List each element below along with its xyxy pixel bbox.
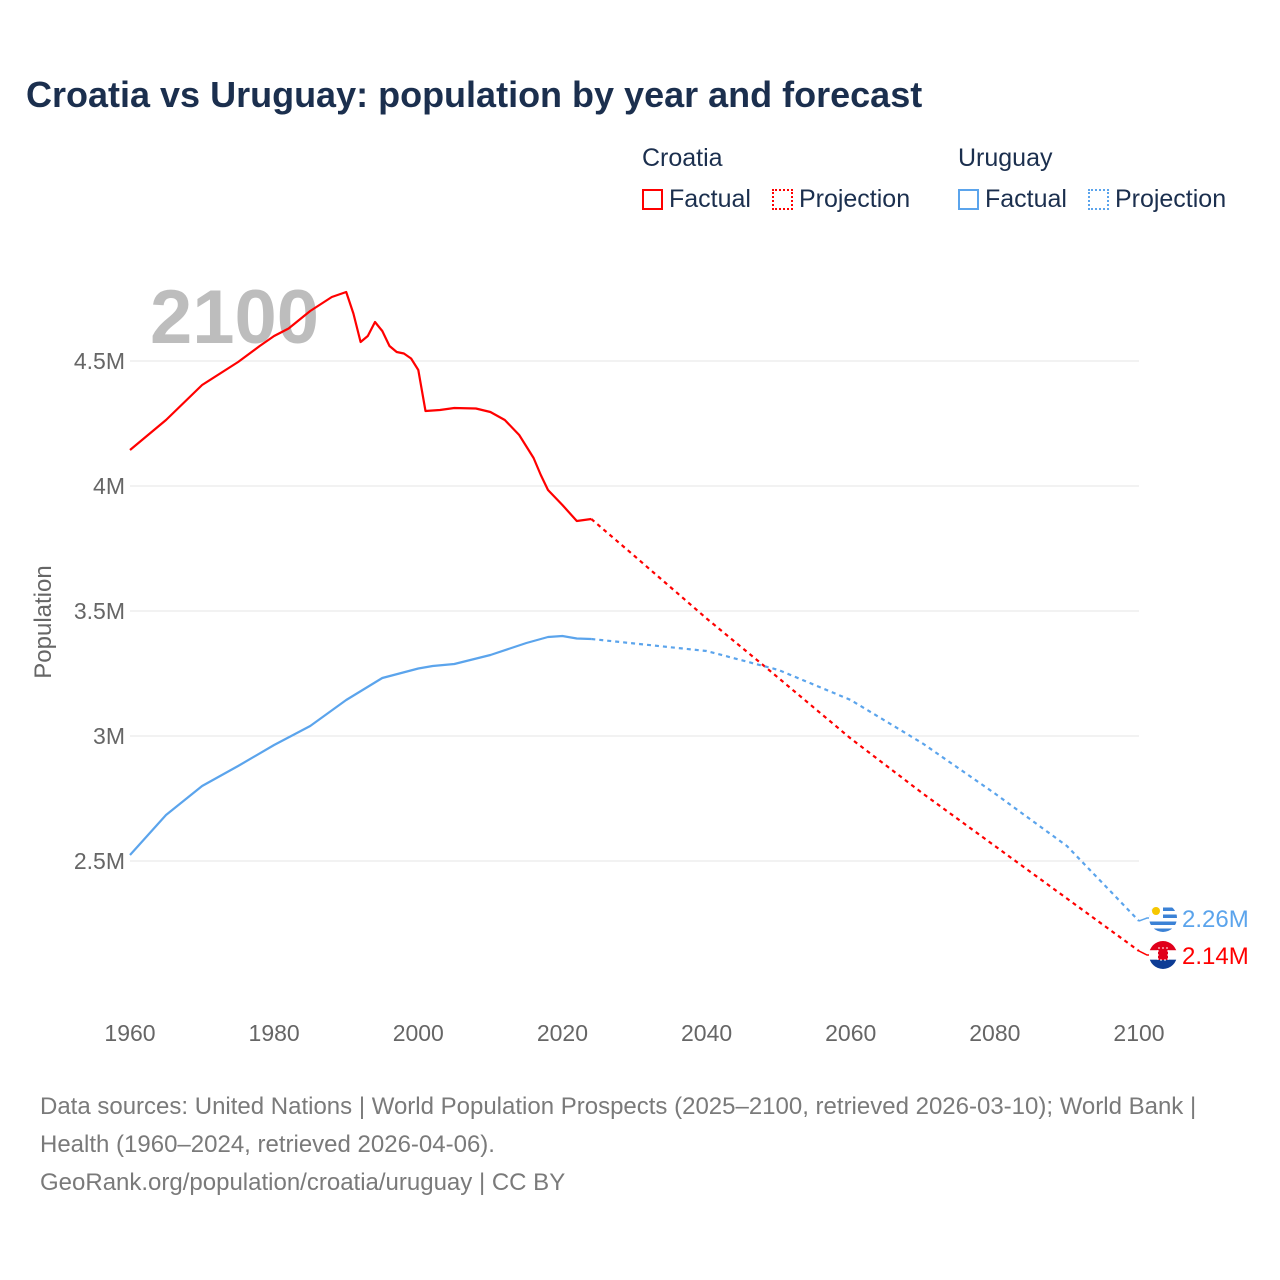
uruguay-factual-line [129, 634, 592, 856]
flag-stripe-blue [1149, 921, 1177, 925]
legend-croatia-factual[interactable]: Factual [642, 185, 751, 214]
croatia-end-connector [1138, 950, 1149, 956]
x-tick-label: 2100 [1113, 1020, 1164, 1046]
x-tick-label: 1980 [249, 1020, 300, 1046]
uruguay-end-connector [1138, 917, 1149, 922]
flag-stripe-blue [1149, 928, 1177, 932]
legend-uruguay-factual[interactable]: Factual [958, 185, 1067, 214]
legend-uruguay-projection[interactable]: Projection [1087, 185, 1227, 214]
legend-label: Projection [1114, 185, 1227, 213]
year-watermark: 2100 [150, 275, 319, 360]
y-tick-label: 4M [93, 473, 125, 499]
uruguay-end-label: 2.26M [1182, 906, 1249, 933]
croatia-end-label: 2.14M [1182, 943, 1249, 970]
data-sources: Data sources: United Nations | World Pop… [40, 1093, 1197, 1158]
legend-swatch-solid [642, 189, 663, 210]
x-tick-label: 2020 [537, 1020, 588, 1046]
legend-uruguay: Uruguay Factual Projection [958, 144, 1226, 217]
flag-checkerboard [1157, 947, 1169, 961]
y-tick-label: 4.5M [74, 348, 125, 374]
flag-body [1149, 904, 1177, 932]
legend-swatch-solid [958, 189, 979, 210]
uruguay-flag-icon [1149, 904, 1177, 932]
x-tick-label: 2000 [393, 1020, 444, 1046]
legend-croatia: Croatia Factual Projection [642, 144, 924, 217]
croatia-projection-line [590, 518, 1140, 952]
legend-croatia-projection[interactable]: Projection [771, 185, 911, 214]
y-tick-label: 2.5M [74, 848, 125, 874]
footer: Data sources: United Nations | World Pop… [40, 1088, 1240, 1202]
flag-sun [1152, 907, 1160, 915]
legend-group-name: Uruguay [958, 144, 1053, 172]
x-tick-label: 1960 [104, 1020, 155, 1046]
x-tick-label: 2040 [681, 1020, 732, 1046]
legend-label: Projection [798, 185, 911, 213]
legend-swatch-dotted [771, 189, 793, 210]
croatia-factual-line [129, 290, 592, 523]
flag-stripe-red [1149, 941, 1177, 951]
y-tick-label: 3M [93, 723, 125, 749]
legend-swatch-dotted [1087, 189, 1109, 210]
source-link[interactable]: GeoRank.org/population/croatia/uruguay |… [40, 1169, 566, 1196]
uruguay-projection-line [591, 637, 1140, 922]
y-axis-label: Population [30, 565, 57, 678]
x-tick-label: 2060 [825, 1020, 876, 1046]
croatia-flag-icon [1149, 941, 1177, 969]
x-tick-label: 2080 [969, 1020, 1020, 1046]
legend-group-name: Croatia [642, 144, 723, 172]
legend-label: Factual [985, 185, 1067, 213]
flag-body [1149, 941, 1177, 969]
flag-stripe-blue [1149, 959, 1177, 969]
legend-label: Factual [669, 185, 751, 213]
chart-title: Croatia vs Uruguay: population by year a… [26, 74, 923, 115]
y-tick-label: 3.5M [74, 598, 125, 624]
